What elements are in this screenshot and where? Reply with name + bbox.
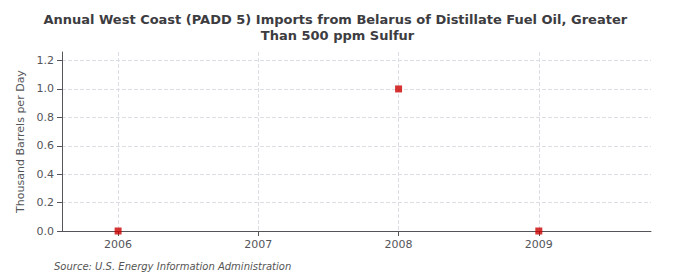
svg-text:Than 500 ppm Sulfur: Than 500 ppm Sulfur: [261, 28, 415, 43]
svg-text:0.6: 0.6: [37, 139, 55, 152]
svg-text:0.0: 0.0: [37, 225, 55, 238]
svg-text:2008: 2008: [385, 238, 413, 251]
svg-text:2009: 2009: [525, 238, 553, 251]
svg-text:Source: U.S. Energy Informatio: Source: U.S. Energy Information Administ…: [54, 261, 291, 272]
svg-text:Annual West Coast (PADD 5) Imp: Annual West Coast (PADD 5) Imports from …: [43, 12, 631, 27]
svg-text:2006: 2006: [104, 238, 132, 251]
svg-text:1.2: 1.2: [37, 54, 55, 67]
svg-text:Thousand Barrels per Day: Thousand Barrels per Day: [14, 70, 27, 214]
svg-text:1.0: 1.0: [37, 82, 55, 95]
svg-text:0.8: 0.8: [37, 111, 55, 124]
svg-text:2007: 2007: [244, 238, 272, 251]
svg-text:0.2: 0.2: [37, 196, 55, 209]
svg-text:0.4: 0.4: [37, 168, 55, 181]
